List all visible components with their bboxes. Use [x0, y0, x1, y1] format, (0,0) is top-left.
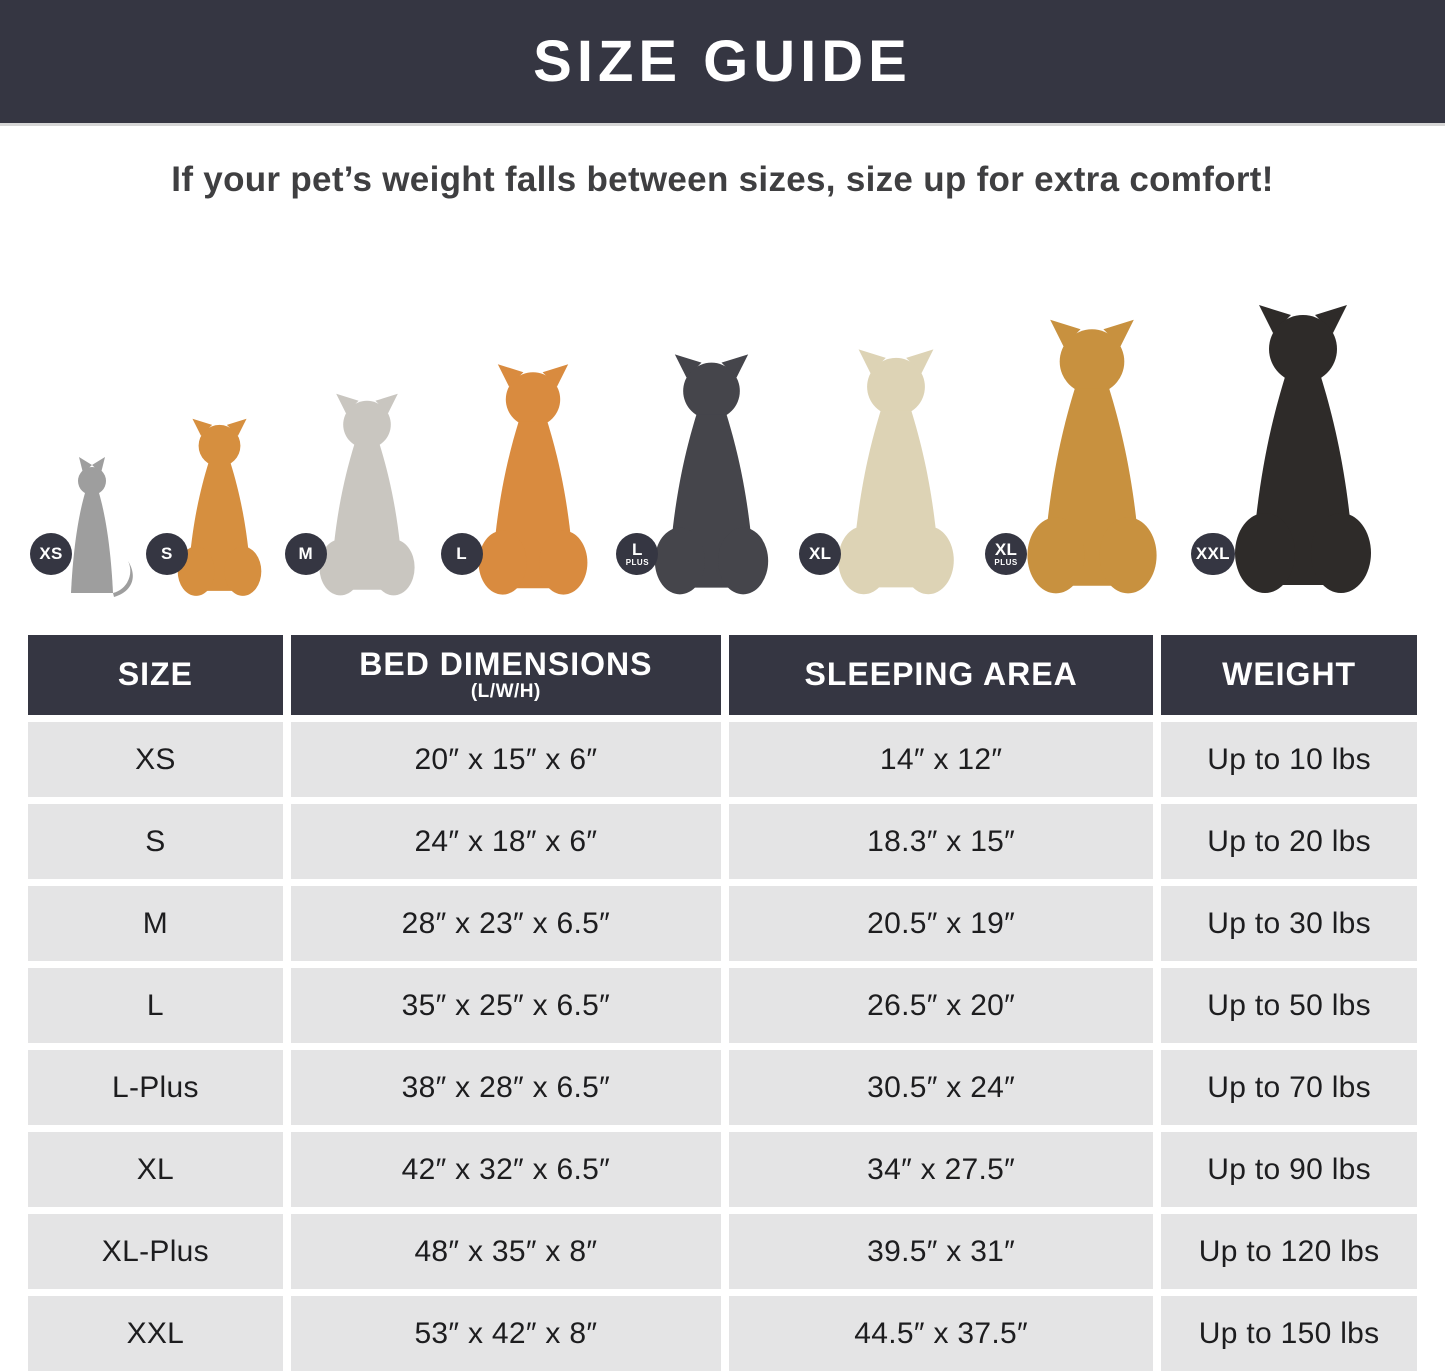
- size-badge-sublabel: PLUS: [625, 558, 650, 567]
- size-badge-label: XL: [994, 540, 1018, 559]
- cell-sleeping-area: 20.5″ x 19″: [728, 886, 1154, 961]
- cell-sleeping-area: 34″ x 27.5″: [728, 1132, 1154, 1207]
- cell-size: S: [28, 804, 283, 879]
- size-badge-xl: XL: [799, 533, 842, 575]
- cat-illustration: [42, 451, 142, 601]
- cell-bed-dimensions: 24″ x 18″ x 6″: [290, 804, 721, 879]
- table-row-l-plus: L-Plus 38″ x 28″ x 6.5″ 30.5″ x 24″ Up t…: [28, 1050, 1417, 1125]
- table-row-xl-plus: XL-Plus 48″ x 35″ x 8″ 39.5″ x 31″ Up to…: [28, 1214, 1417, 1289]
- cell-sleeping-area: 18.3″ x 15″: [728, 804, 1154, 879]
- column-header-size: SIZE: [28, 635, 283, 715]
- cell-weight: Up to 10 lbs: [1161, 722, 1417, 797]
- pet-labrador: XL: [799, 346, 981, 601]
- size-badge-label: L: [456, 544, 467, 563]
- column-header-label: SIZE: [117, 656, 193, 693]
- column-header-label: SLEEPING AREA: [804, 656, 1078, 693]
- cell-sleeping-area: 26.5″ x 20″: [728, 968, 1154, 1043]
- cell-sleeping-area: 39.5″ x 31″: [728, 1214, 1154, 1289]
- column-header-sublabel: (L/W/H): [470, 680, 541, 702]
- cell-bed-dimensions: 35″ x 25″ x 6.5″: [290, 968, 721, 1043]
- cell-bed-dimensions: 20″ x 15″ x 6″: [290, 722, 721, 797]
- size-badge-xs: XS: [30, 533, 72, 575]
- pet-doberman: XXL: [1190, 301, 1403, 601]
- table-row-xs: XS 20″ x 15″ x 6″ 14″ x 12″ Up to 10 lbs: [28, 722, 1417, 797]
- table-row-l: L 35″ x 25″ x 6.5″ 26.5″ x 20″ Up to 50 …: [28, 968, 1417, 1043]
- page-title: SIZE GUIDE: [533, 28, 912, 94]
- cell-size: XL-Plus: [28, 1214, 283, 1289]
- pet-golden-retriever: XL PLUS: [985, 316, 1187, 601]
- cell-bed-dimensions: 42″ x 32″ x 6.5″: [290, 1132, 721, 1207]
- pomeranian-illustration: [158, 416, 281, 601]
- cell-bed-dimensions: 48″ x 35″ x 8″: [290, 1214, 721, 1289]
- size-badge-s: S: [145, 533, 188, 575]
- pet-french-bulldog: M: [284, 391, 437, 601]
- column-header-bed-dimensions: BED DIMENSIONS (L/W/H): [290, 635, 721, 715]
- column-header-weight: WEIGHT: [1161, 635, 1417, 715]
- size-badge-label: XS: [39, 544, 63, 563]
- cell-weight: Up to 50 lbs: [1161, 968, 1417, 1043]
- cell-bed-dimensions: 28″ x 23″ x 6.5″: [290, 886, 721, 961]
- size-badge-label: S: [161, 544, 173, 563]
- size-badge-xxl: XXL: [1190, 533, 1235, 575]
- cell-bed-dimensions: 53″ x 42″ x 8″: [290, 1296, 721, 1371]
- cell-size: XS: [28, 722, 283, 797]
- size-table: SIZE BED DIMENSIONS (L/W/H) SLEEPING ARE…: [28, 635, 1417, 1371]
- pet-pomeranian: S: [145, 416, 281, 601]
- cell-size: M: [28, 886, 283, 961]
- size-badge-l-plus: L PLUS: [616, 533, 659, 575]
- cell-size: XXL: [28, 1296, 283, 1371]
- cell-sleeping-area: 30.5″ x 24″: [728, 1050, 1154, 1125]
- cell-size: XL: [28, 1132, 283, 1207]
- cell-size: L-Plus: [28, 1050, 283, 1125]
- size-badge-label: XXL: [1195, 544, 1230, 563]
- table-row-m: M 28″ x 23″ x 6.5″ 20.5″ x 19″ Up to 30 …: [28, 886, 1417, 961]
- cell-weight: Up to 90 lbs: [1161, 1132, 1417, 1207]
- pets-row: XS S M L L PLUS XL: [30, 241, 1415, 601]
- pet-shiba-inu: L: [440, 361, 613, 601]
- size-badge-label: L: [632, 540, 643, 559]
- size-badge-m: M: [284, 533, 327, 575]
- table-header-row: SIZE BED DIMENSIONS (L/W/H) SLEEPING ARE…: [28, 635, 1417, 715]
- pet-border-collie: L PLUS: [616, 351, 795, 601]
- cell-sleeping-area: 14″ x 12″: [728, 722, 1154, 797]
- cell-weight: Up to 120 lbs: [1161, 1214, 1417, 1289]
- cell-size: L: [28, 968, 283, 1043]
- cell-weight: Up to 70 lbs: [1161, 1050, 1417, 1125]
- cell-weight: Up to 20 lbs: [1161, 804, 1417, 879]
- column-header-sleeping-area: SLEEPING AREA: [728, 635, 1154, 715]
- cell-weight: Up to 30 lbs: [1161, 886, 1417, 961]
- size-guide-banner: SIZE GUIDE: [0, 0, 1445, 126]
- cell-weight: Up to 150 lbs: [1161, 1296, 1417, 1371]
- size-badge-label: XL: [809, 544, 832, 563]
- column-header-label: BED DIMENSIONS: [359, 646, 653, 683]
- size-badge-label: M: [298, 544, 313, 563]
- table-row-s: S 24″ x 18″ x 6″ 18.3″ x 15″ Up to 20 lb…: [28, 804, 1417, 879]
- pet-cat: XS: [30, 451, 142, 601]
- cell-bed-dimensions: 38″ x 28″ x 6.5″: [290, 1050, 721, 1125]
- size-badge-sublabel: PLUS: [994, 558, 1018, 567]
- table-row-xl: XL 42″ x 32″ x 6.5″ 34″ x 27.5″ Up to 90…: [28, 1132, 1417, 1207]
- cell-sleeping-area: 44.5″ x 37.5″: [728, 1296, 1154, 1371]
- subtitle: If your pet’s weight falls between sizes…: [171, 160, 1274, 199]
- size-badge-l: L: [440, 533, 483, 575]
- column-header-label: WEIGHT: [1222, 656, 1357, 693]
- table-row-xxl: XXL 53″ x 42″ x 8″ 44.5″ x 37.5″ Up to 1…: [28, 1296, 1417, 1371]
- size-badge-xl-plus: XL PLUS: [985, 533, 1028, 575]
